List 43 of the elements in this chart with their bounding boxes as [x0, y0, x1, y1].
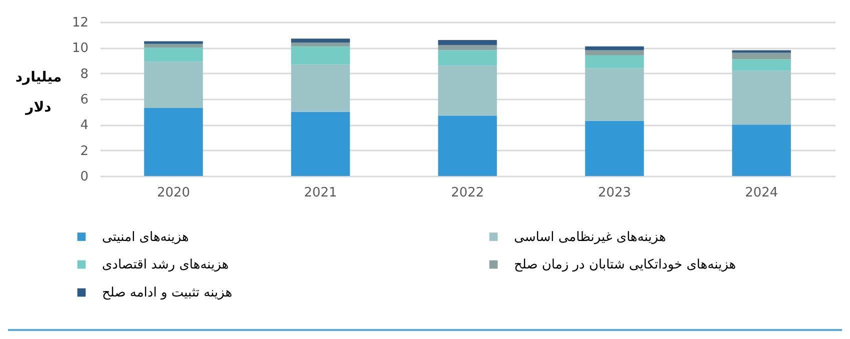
x-tick-label: 2022: [450, 186, 484, 200]
legend-label: هزینه‌های رشد اقتصادی: [102, 258, 229, 272]
bar: [291, 46, 350, 64]
legend-label: هزینه‌های امنیتی: [102, 230, 189, 245]
y-tick-label: 10: [72, 41, 88, 56]
bar: [438, 50, 497, 66]
x-tick-label: 2024: [744, 186, 778, 200]
bar: [585, 50, 644, 56]
bar: [144, 62, 203, 108]
y-tick-label: 0: [80, 170, 88, 184]
x-tick-label: 2021: [304, 186, 338, 200]
y-axis-title: میلیارد دلار: [15, 70, 62, 116]
bar: [732, 50, 791, 53]
bar: [144, 48, 203, 62]
legend-label: هزینه‌های خوداتکایی شتابان در زمان صلح: [514, 258, 736, 272]
x-tick-label: 2020: [156, 186, 190, 200]
y-tick-label: 4: [80, 118, 88, 134]
bar: [291, 64, 350, 112]
bar: [291, 42, 350, 46]
y-tick-label: 8: [80, 66, 88, 82]
bar: [438, 40, 497, 46]
bar: [732, 124, 791, 176]
bar: [291, 38, 350, 43]
bar: [585, 68, 644, 121]
bar: [438, 116, 497, 176]
bar: [732, 52, 791, 60]
bar: [438, 66, 497, 116]
legend-label: هزینه تثبیت و ادامه صلح: [102, 286, 232, 300]
bar: [732, 70, 791, 125]
bar: [585, 46, 644, 50]
y-tick-label: 12: [72, 16, 88, 30]
x-tick-label: 2023: [598, 186, 632, 200]
y-tick-label: 6: [80, 92, 88, 108]
bar: [585, 55, 644, 68]
legend-label: هزینه‌های غیرنظامی اساسی: [514, 230, 666, 245]
bar: [144, 108, 203, 176]
bar: [144, 41, 203, 44]
bar: [732, 59, 791, 71]
bar: [291, 112, 350, 176]
bar: [144, 44, 203, 48]
bar: [438, 45, 497, 50]
y-tick-label: 2: [80, 144, 88, 159]
bar: [585, 120, 644, 176]
